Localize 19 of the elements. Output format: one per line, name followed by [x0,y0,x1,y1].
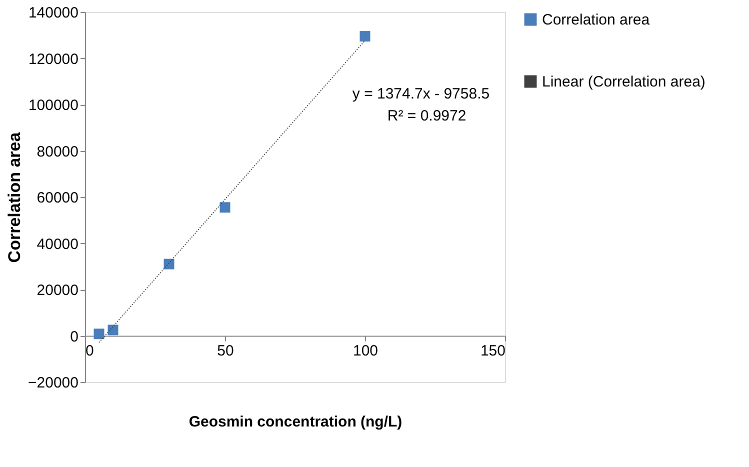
y-tick-label: 20000 [36,282,78,299]
y-tick-label: 0 [70,328,78,346]
y-tick-label: 80000 [36,143,78,160]
y-tick-label: 140000 [28,4,78,22]
annotation: R² = 0.9972 [387,107,466,124]
x-tick-label: 50 [217,342,234,360]
legend-label: Correlation area [542,12,650,28]
y-tick-label: −20000 [28,374,78,392]
legend-label: Linear (Correlation area) [542,74,706,90]
x-tick-label: 0 [86,342,94,360]
y-tick-label: 60000 [36,190,78,206]
x-axis-title: Geosmin concentration (ng/L) [188,414,402,430]
x-tick-label: 150 [480,342,506,360]
annotation: y = 1374.7x - 9758.5 [352,85,490,102]
y-tick-label: 120000 [28,50,78,68]
y-tick-label: 40000 [36,236,78,253]
x-tick-label: 100 [352,342,378,360]
y-tick-label: 100000 [28,97,78,114]
y-axis-title: Correlation area [5,132,24,263]
